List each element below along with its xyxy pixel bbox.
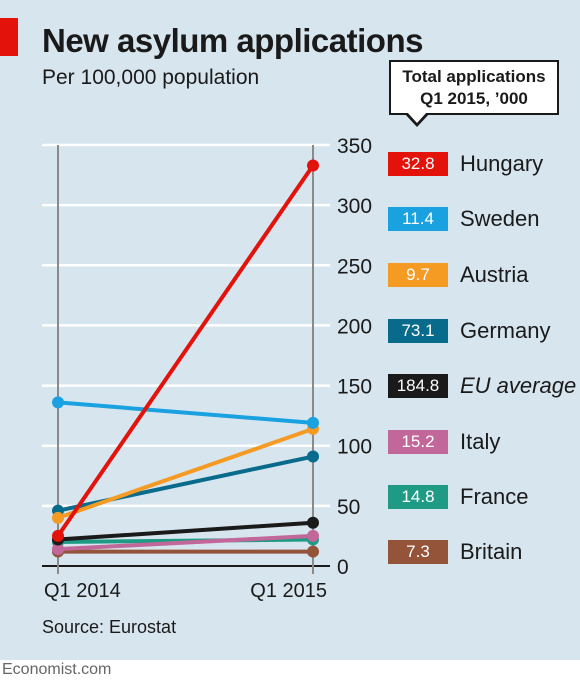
legend-item-hungary: 32.8 Hungary [386, 151, 580, 176]
legend-label-austria: Austria [460, 262, 529, 287]
legend-total-eu-average: 184.8 [388, 374, 448, 398]
point-hungary-0 [52, 529, 64, 542]
y-tick-0: 0 [337, 556, 349, 579]
series-line-sweden [56, 400, 315, 425]
legend-label-france: France [460, 484, 529, 509]
point-italy-1 [307, 529, 319, 542]
legend-label-britain: Britain [460, 539, 523, 564]
legend-item-eu-average: 184.8 EU average [386, 373, 580, 398]
series-line-italy [56, 533, 315, 552]
y-tick-100: 100 [337, 436, 372, 459]
legend-callout: Total applications Q1 2015, ’000 [389, 60, 559, 115]
point-hungary-1 [307, 159, 319, 172]
series-line-hungary [56, 163, 315, 538]
point-austria-0 [52, 511, 64, 524]
legend-item-austria: 9.7 Austria [386, 262, 580, 287]
brand-red-bar [0, 18, 18, 56]
series-line-eu-average [56, 520, 315, 542]
callout-line1: Total applications [402, 67, 546, 86]
legend-total-austria: 9.7 [388, 263, 448, 287]
legend-total-sweden: 11.4 [388, 207, 448, 231]
legend-item-italy: 15.2 Italy [386, 429, 580, 454]
legend-label-italy: Italy [460, 429, 501, 454]
legend-label-eu-average: EU average [460, 373, 577, 398]
point-germany-1 [307, 450, 319, 463]
point-eu-average-1 [307, 516, 319, 529]
point-sweden-1 [307, 416, 319, 429]
legend-label-sweden: Sweden [460, 206, 540, 231]
legend-total-italy: 15.2 [388, 430, 448, 454]
legend-item-sweden: 11.4 Sweden [386, 206, 580, 231]
legend-total-germany: 73.1 [388, 319, 448, 343]
legend-total-britain: 7.3 [388, 540, 448, 564]
legend-item-germany: 73.1 Germany [386, 318, 580, 343]
x-tick-labels: Q1 2014 Q1 2015 [44, 580, 327, 602]
y-tick-200: 200 [337, 315, 372, 338]
legend-label-germany: Germany [460, 318, 551, 343]
legend-total-france: 14.8 [388, 485, 448, 509]
legend-total-hungary: 32.8 [388, 152, 448, 176]
y-tick-350: 350 [337, 135, 372, 158]
y-tick-labels: 0 50 100 150 200 250 300 350 [337, 135, 372, 579]
x-tick-0: Q1 2014 [44, 580, 121, 602]
legend: 32.8 Hungary 11.4 Sweden 9.7 Austria 73.1 Germa… [386, 0, 580, 660]
point-britain-1 [307, 545, 319, 558]
x-tick-1: Q1 2015 [250, 580, 327, 602]
legend-item-britain: 7.3 Britain [386, 539, 580, 564]
source-note: Source: Eurostat [42, 617, 177, 637]
y-tick-150: 150 [337, 376, 372, 399]
y-tick-250: 250 [337, 255, 372, 278]
gridlines [42, 143, 330, 508]
chart-title: New asylum applications [42, 22, 423, 59]
point-sweden-0 [52, 396, 64, 409]
axes [42, 145, 330, 574]
legend-label-hungary: Hungary [460, 151, 544, 176]
legend-item-france: 14.8 France [386, 484, 580, 509]
y-tick-50: 50 [337, 496, 360, 519]
series-points [52, 159, 319, 558]
callout-arrow-inner [407, 112, 427, 123]
series-line-austria [56, 426, 315, 520]
point-italy-0 [52, 543, 64, 556]
chart-subtitle: Per 100,000 population [42, 66, 260, 89]
brand-footer: Economist.com [2, 661, 112, 678]
callout-line2: Q1 2015, ’000 [420, 89, 528, 108]
y-tick-300: 300 [337, 195, 372, 218]
series-lines [56, 163, 315, 554]
line-chart: 0 50 100 150 200 250 300 350 Q1 2014 Q1 2015 [42, 135, 372, 602]
